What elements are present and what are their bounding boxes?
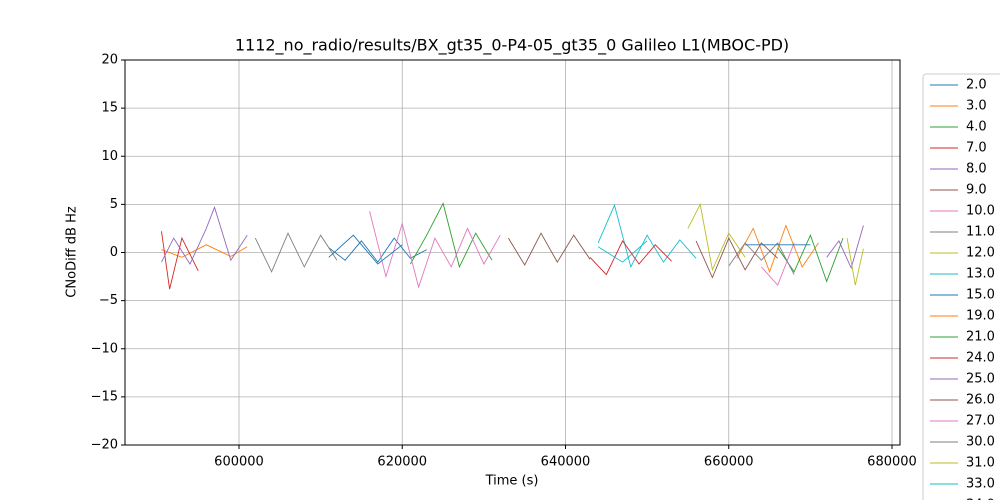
series-line bbox=[410, 202, 493, 269]
series-line bbox=[761, 242, 795, 287]
legend-label: 31.0 bbox=[966, 456, 995, 471]
series-line bbox=[161, 244, 248, 258]
x-axis-label: Time (s) bbox=[485, 474, 539, 489]
legend-label: 3.0 bbox=[966, 99, 987, 114]
series-line bbox=[777, 233, 844, 283]
series-line bbox=[161, 231, 199, 290]
legend-label: 30.0 bbox=[966, 435, 995, 450]
series-line bbox=[728, 242, 795, 275]
series-line bbox=[597, 203, 697, 269]
series-line bbox=[826, 225, 864, 270]
series-line bbox=[687, 203, 746, 272]
x-tick-label: 600000 bbox=[214, 455, 264, 470]
series-line bbox=[846, 238, 864, 286]
legend: 2.0 3.0 4.0 7.0 8.0 9.0 10.0 11.0 12.0 13.0 15.0 19… bbox=[922, 73, 1000, 500]
x-tick-label: 680000 bbox=[867, 455, 917, 470]
chart-title: 1112_no_radio/results/BX_gt35_0-P4-05_gt… bbox=[235, 36, 789, 56]
legend-label: 26.0 bbox=[966, 393, 995, 408]
legend-label: 11.0 bbox=[966, 225, 995, 240]
y-tick-label: −20 bbox=[91, 438, 118, 453]
legend-label: 15.0 bbox=[966, 288, 995, 303]
y-tick-label: 0 bbox=[110, 245, 118, 260]
legend-label: 10.0 bbox=[966, 204, 995, 219]
y-tick-label: 10 bbox=[101, 149, 118, 164]
plot-frame bbox=[124, 59, 901, 446]
y-tick-label: −10 bbox=[91, 341, 118, 356]
legend-label: 27.0 bbox=[966, 414, 995, 429]
legend-label: 2.0 bbox=[966, 78, 987, 93]
legend-label: 8.0 bbox=[966, 162, 987, 177]
y-tick-label: 15 bbox=[101, 101, 118, 116]
series-line bbox=[589, 240, 672, 276]
series-line bbox=[328, 237, 427, 263]
legend-label: 21.0 bbox=[966, 330, 995, 345]
series-line bbox=[161, 205, 248, 265]
legend-label: 33.0 bbox=[966, 477, 995, 492]
y-axis-label: CNoDiff dB Hz bbox=[65, 206, 80, 298]
x-tick-label: 640000 bbox=[541, 455, 591, 470]
legend-box bbox=[922, 73, 1000, 500]
legend-label: 34.0 bbox=[966, 498, 995, 500]
legend-label: 12.0 bbox=[966, 246, 995, 261]
legend-label: 19.0 bbox=[966, 309, 995, 324]
y-tick-label: −15 bbox=[91, 389, 118, 404]
legend-label: 9.0 bbox=[966, 183, 987, 198]
legend-label: 7.0 bbox=[966, 141, 987, 156]
legend-label: 13.0 bbox=[966, 267, 995, 282]
series-line bbox=[328, 234, 403, 265]
legend-label: 24.0 bbox=[966, 351, 995, 366]
series-line bbox=[736, 224, 819, 274]
series-line bbox=[369, 210, 501, 289]
legend-label: 4.0 bbox=[966, 120, 987, 135]
legend-label: 25.0 bbox=[966, 372, 995, 387]
series-line bbox=[508, 232, 591, 266]
series-line bbox=[597, 240, 648, 263]
y-tick-label: 5 bbox=[110, 197, 118, 212]
x-tick-label: 660000 bbox=[704, 455, 754, 470]
series-line bbox=[254, 232, 338, 273]
y-tick-label: −5 bbox=[99, 293, 118, 308]
x-tick-label: 620000 bbox=[377, 455, 427, 470]
y-tick-label: 20 bbox=[101, 53, 118, 68]
